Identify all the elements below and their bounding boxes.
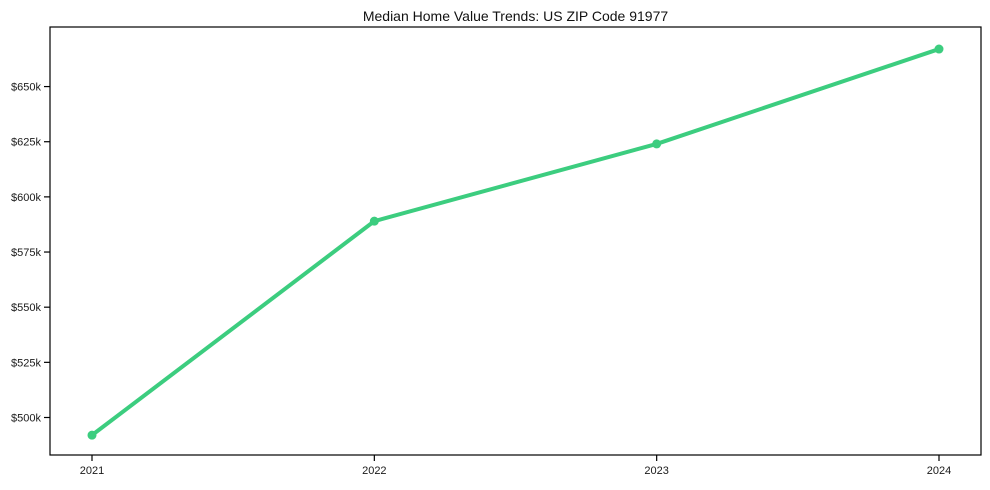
x-tick-label: 2023 (644, 465, 668, 477)
y-tick-label: $550k (11, 302, 41, 314)
y-tick-label: $600k (11, 192, 41, 204)
data-point-marker (934, 44, 944, 54)
axes-frame (49, 26, 982, 456)
series-line (90, 47, 941, 438)
x-tick-label: 2021 (80, 465, 104, 477)
data-point-marker (652, 139, 662, 149)
data-point-marker (369, 216, 379, 226)
data-point-marker (87, 430, 97, 440)
y-tick-label: $525k (11, 357, 41, 369)
x-tick-label: 2022 (362, 465, 386, 477)
y-tick-label: $500k (11, 412, 41, 424)
y-tick-label: $575k (11, 247, 41, 259)
y-tick-label: $650k (11, 82, 41, 94)
x-tick-label: 2024 (927, 465, 951, 477)
y-tick-label: $625k (11, 137, 41, 149)
chart-title: Median Home Value Trends: US ZIP Code 91… (362, 8, 669, 24)
